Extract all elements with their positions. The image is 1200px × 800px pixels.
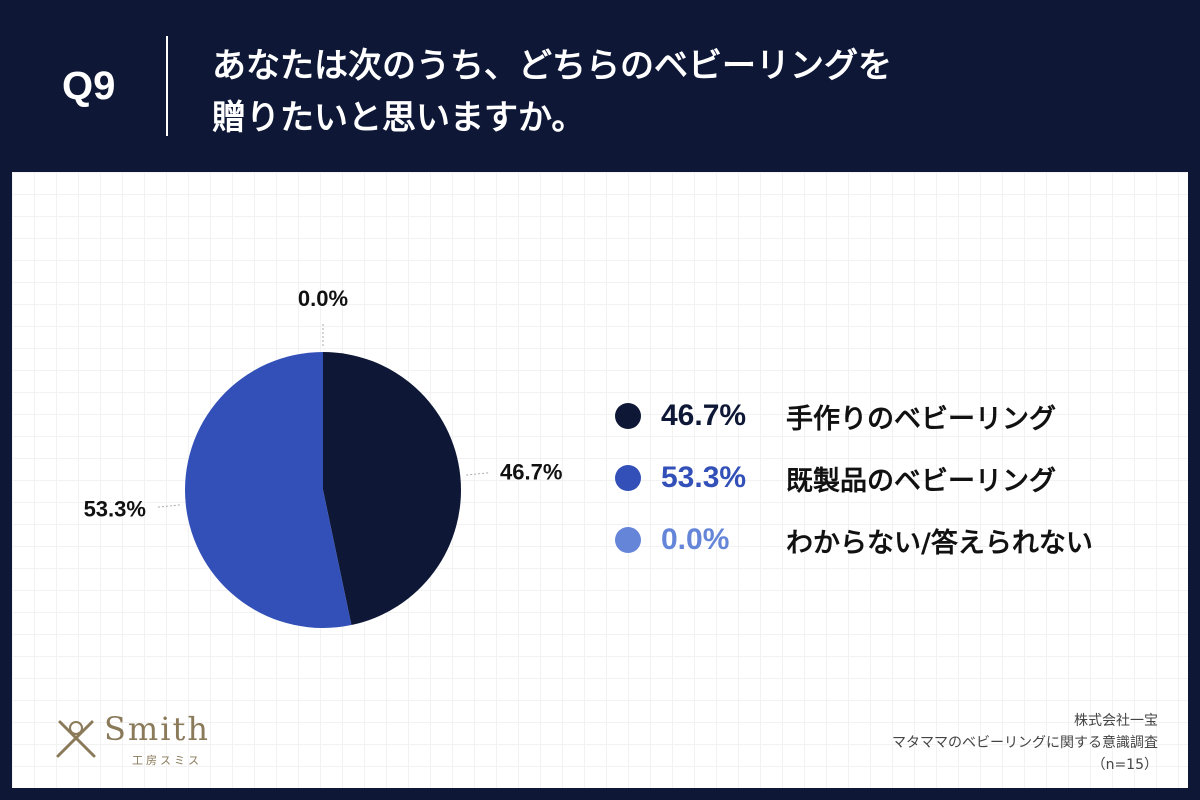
legend-item-unknown: 0.0% わからない/答えられない [615,509,1093,571]
legend-label: 既製品のベビーリング [786,465,1056,497]
legend-item-handmade: 46.7% 手作りのベビーリング [615,385,1093,447]
legend-value: 0.0% [661,523,730,556]
pie-slice-handmade [323,352,461,626]
source-note: 株式会社一宝 マタママのベビーリングに関する意識調査 （n=15） [892,710,1158,776]
question-title-line2: 贈りたいと思いますか。 [212,98,586,138]
legend-dot-icon [615,465,641,491]
leader-line [155,504,180,508]
legend-label: わからない/答えられない [786,527,1093,559]
legend-dot-icon [615,527,641,553]
slice-label-unknown: 0.0% [298,286,348,311]
header-bar: Q9 あなたは次のうち、どちらのベビーリングを 贈りたいと思いますか。 [0,0,1200,170]
question-title-line1: あなたは次のうち、どちらのベビーリングを [212,46,892,86]
legend-dot-icon [615,403,641,429]
pie-slice-ready-made [184,352,352,628]
question-title: あなたは次のうち、どちらのベビーリングを 贈りたいと思いますか。 [212,40,1112,144]
pie-chart: 46.7% 53.3% 0.0% [84,286,562,628]
leader-line [466,472,491,476]
source-sample: （n=15） [1091,757,1158,773]
chart-panel: 46.7% 53.3% 0.0% 46.7% 手作りのベビーリング 53.3% 既製… [12,172,1188,788]
chart-legend: 46.7% 手作りのベビーリング 53.3% 既製品のベビーリング 0.0% わ… [615,385,1093,571]
logo-subtitle: 工房スミス [132,754,202,767]
crossed-tools-icon [56,720,96,758]
header-divider [166,36,168,136]
slice-label-handmade: 46.7% [500,460,562,485]
source-company: 株式会社一宝 [1074,713,1158,729]
legend-item-ready-made: 53.3% 既製品のベビーリング [615,447,1093,509]
legend-label: 手作りのベビーリング [786,403,1056,435]
legend-value: 46.7% [661,399,747,432]
logo-name: Smith [104,710,210,748]
source-survey: マタママのベビーリングに関する意識調査 [892,735,1158,751]
question-number: Q9 [62,64,116,108]
legend-value: 53.3% [661,461,747,494]
smith-logo: Smith 工房スミス [48,704,248,774]
slice-label-ready-made: 53.3% [84,496,146,521]
